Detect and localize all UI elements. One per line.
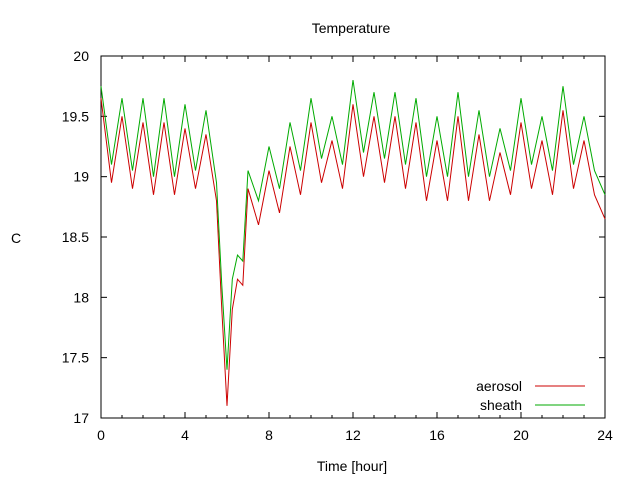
plot-frame — [100, 55, 606, 419]
x-tick-label: 8 — [265, 427, 273, 443]
x-tick-label: 0 — [97, 427, 105, 443]
legend-label-aerosol: aerosol — [476, 378, 522, 394]
y-tick-label: 19.5 — [62, 108, 89, 124]
x-tick-label: 16 — [429, 427, 445, 443]
series-line-sheath — [100, 80, 606, 370]
legend: aerosol sheath — [476, 378, 585, 413]
y-tick-label: 18 — [73, 289, 89, 305]
x-tick-label: 4 — [181, 427, 189, 443]
y-tick-label: 19 — [73, 169, 89, 185]
y-tick-label: 17 — [73, 410, 89, 426]
y-tick-label: 18.5 — [62, 229, 89, 245]
x-axis-label: Time [hour] — [317, 458, 387, 474]
x-tick-label: 12 — [345, 427, 361, 443]
x-tick-label: 20 — [513, 427, 529, 443]
series-layer — [100, 80, 606, 406]
chart-title: Temperature — [312, 20, 391, 36]
x-tick-label: 24 — [597, 427, 613, 443]
y-tick-label: 20 — [73, 48, 89, 64]
y-axis-label: C — [11, 230, 21, 246]
ticks-layer: 0 4 8 12 16 20 24 17 17.5 18 18.5 19 19.5 20 — [62, 48, 613, 443]
legend-label-sheath: sheath — [480, 397, 522, 413]
series-line-aerosol — [100, 98, 606, 406]
y-tick-label: 17.5 — [62, 350, 89, 366]
